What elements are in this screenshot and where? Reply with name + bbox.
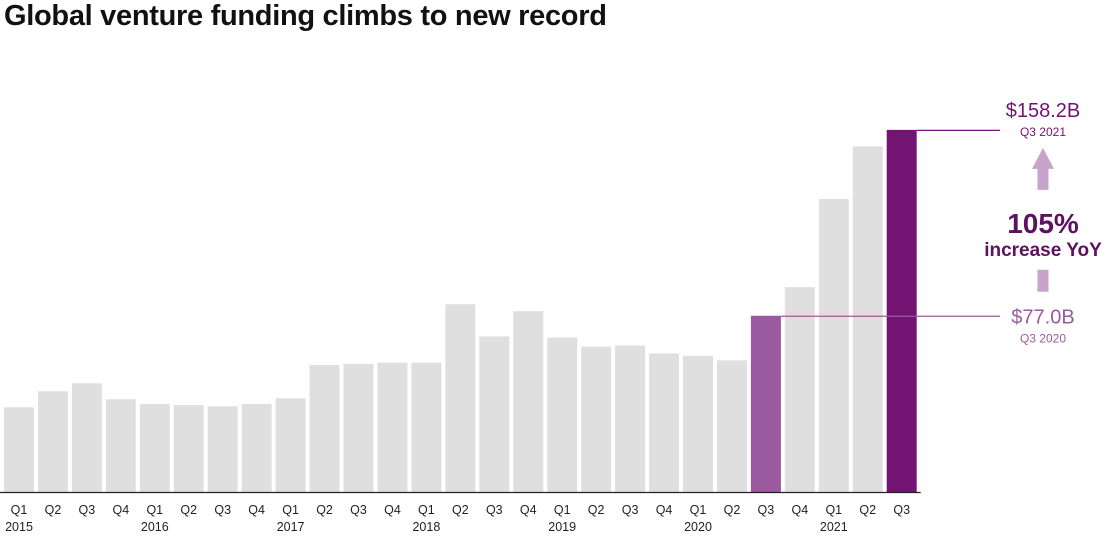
x-year-label: 2016 <box>141 520 169 534</box>
arrow-up-icon <box>1032 147 1054 169</box>
bar <box>513 311 544 492</box>
prior-period-label: Q3 2020 <box>1020 332 1066 346</box>
bar <box>71 383 102 492</box>
bar <box>547 337 578 492</box>
current-value-label: $158.2B <box>1006 100 1081 122</box>
x-tick-label: Q1 <box>690 503 707 517</box>
chart-title: Global venture funding climbs to new rec… <box>4 0 607 32</box>
x-tick-label: Q3 <box>893 503 910 517</box>
x-tick-label: Q4 <box>520 503 537 517</box>
x-year-label: 2015 <box>5 520 33 534</box>
bar <box>139 403 170 492</box>
growth-percent: 105% <box>1007 208 1079 239</box>
bar <box>479 336 510 492</box>
bar <box>343 363 374 492</box>
arrow-shaft-upper <box>1037 167 1049 190</box>
x-tick-label: Q3 <box>79 503 96 517</box>
x-tick-label: Q1 <box>146 503 163 517</box>
current-period-label: Q3 2021 <box>1020 125 1066 139</box>
prior-value-label: $77.0B <box>1011 307 1074 329</box>
x-tick-label: Q2 <box>45 503 62 517</box>
bar <box>852 146 883 492</box>
x-tick-label: Q2 <box>316 503 333 517</box>
x-tick-label: Q1 <box>825 503 842 517</box>
bar-highlight-current <box>886 129 917 493</box>
bar <box>37 391 68 492</box>
bar <box>649 353 680 492</box>
bar <box>445 304 476 492</box>
x-year-label: 2020 <box>684 520 712 534</box>
bar <box>615 345 646 492</box>
bar <box>683 355 713 492</box>
bar <box>309 364 340 492</box>
x-tick-label: Q2 <box>724 503 741 517</box>
x-tick-label: Q2 <box>859 503 876 517</box>
x-tick-label: Q4 <box>384 503 401 517</box>
x-tick-label: Q2 <box>180 503 197 517</box>
bar <box>275 398 306 492</box>
x-tick-label: Q4 <box>248 503 265 517</box>
x-tick-label: Q3 <box>350 503 367 517</box>
x-tick-label: Q4 <box>792 503 809 517</box>
bar <box>4 407 34 492</box>
x-tick-label: Q4 <box>113 503 130 517</box>
x-year-label: 2021 <box>820 520 848 534</box>
arrow-shaft-lower <box>1037 269 1049 292</box>
x-tick-label: Q4 <box>656 503 673 517</box>
bar <box>581 346 612 492</box>
x-year-label: 2017 <box>277 520 305 534</box>
bar-highlight-prior <box>750 315 781 492</box>
bar <box>411 362 442 492</box>
bar <box>716 360 747 492</box>
bar <box>207 406 238 492</box>
x-tick-label: Q2 <box>588 503 605 517</box>
x-tick-label: Q3 <box>486 503 503 517</box>
x-tick-label: Q2 <box>452 503 469 517</box>
x-tick-label: Q3 <box>622 503 639 517</box>
x-tick-label: Q1 <box>554 503 571 517</box>
bar <box>105 399 136 492</box>
x-tick-label: Q1 <box>11 503 28 517</box>
bar <box>377 362 408 492</box>
x-year-label: 2019 <box>548 520 576 534</box>
x-tick-label: Q1 <box>282 503 299 517</box>
x-tick-label: Q3 <box>758 503 775 517</box>
x-tick-label: Q1 <box>418 503 435 517</box>
bar <box>818 199 849 492</box>
x-year-label: 2018 <box>412 520 440 534</box>
bar <box>241 403 272 492</box>
growth-label: increase YoY <box>984 240 1102 261</box>
x-tick-label: Q3 <box>214 503 231 517</box>
bar <box>173 405 204 492</box>
bar <box>784 287 815 492</box>
